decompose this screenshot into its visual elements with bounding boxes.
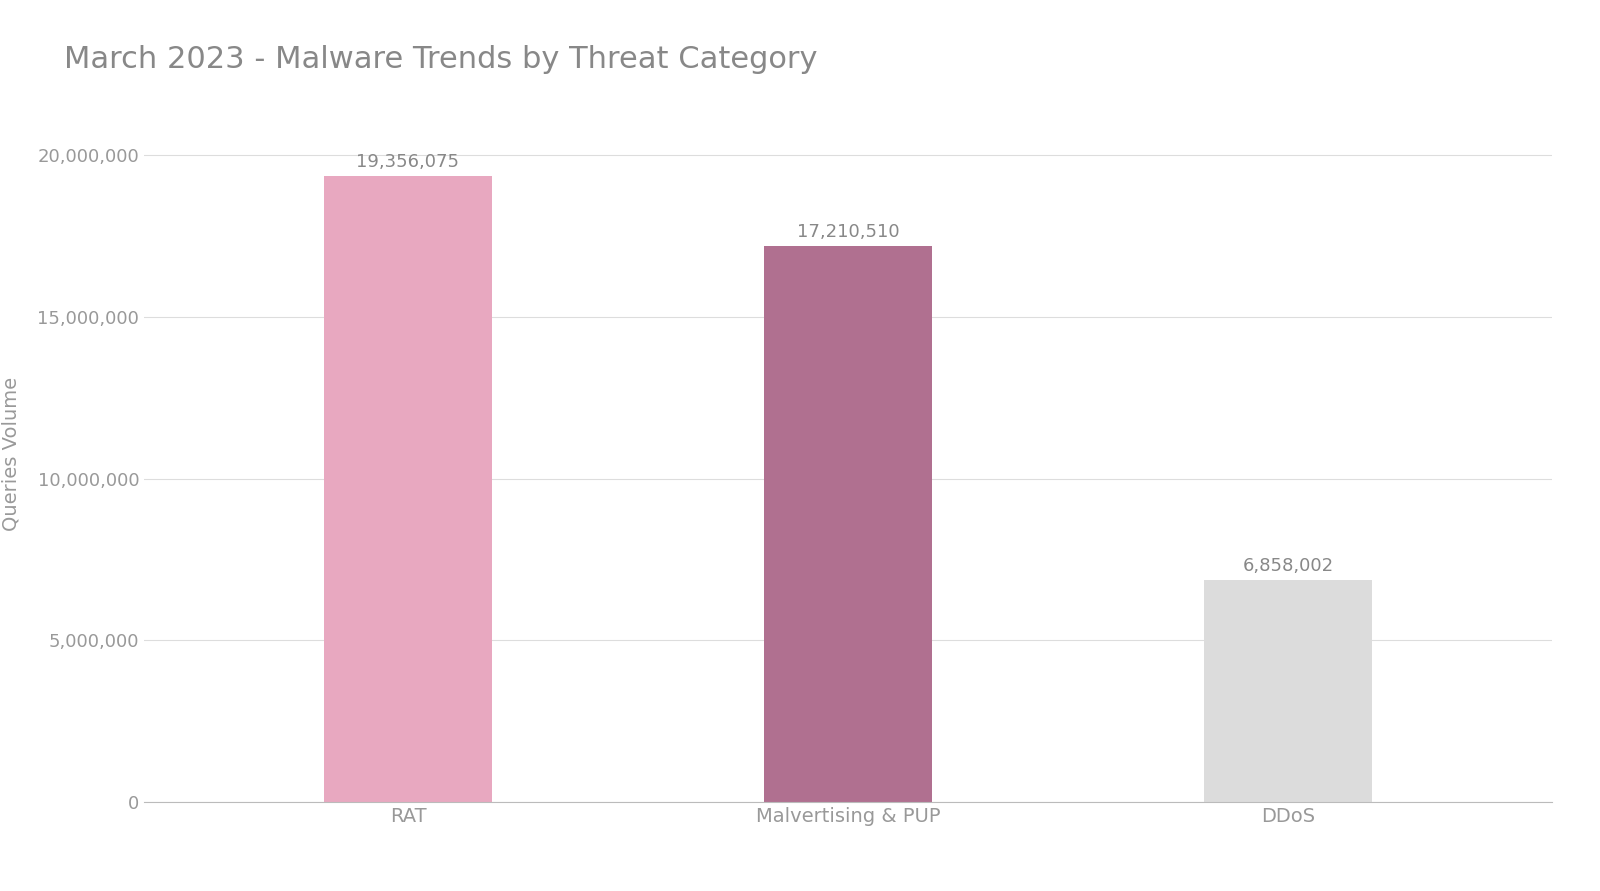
Bar bbox=[1205, 580, 1371, 802]
Bar bbox=[765, 246, 931, 802]
Y-axis label: Queries Volume: Queries Volume bbox=[2, 378, 21, 531]
Text: 17,210,510: 17,210,510 bbox=[797, 223, 899, 241]
Bar bbox=[325, 176, 491, 802]
Text: March 2023 - Malware Trends by Threat Category: March 2023 - Malware Trends by Threat Ca… bbox=[64, 45, 818, 74]
Text: 19,356,075: 19,356,075 bbox=[357, 153, 459, 171]
Text: 6,858,002: 6,858,002 bbox=[1243, 558, 1333, 576]
